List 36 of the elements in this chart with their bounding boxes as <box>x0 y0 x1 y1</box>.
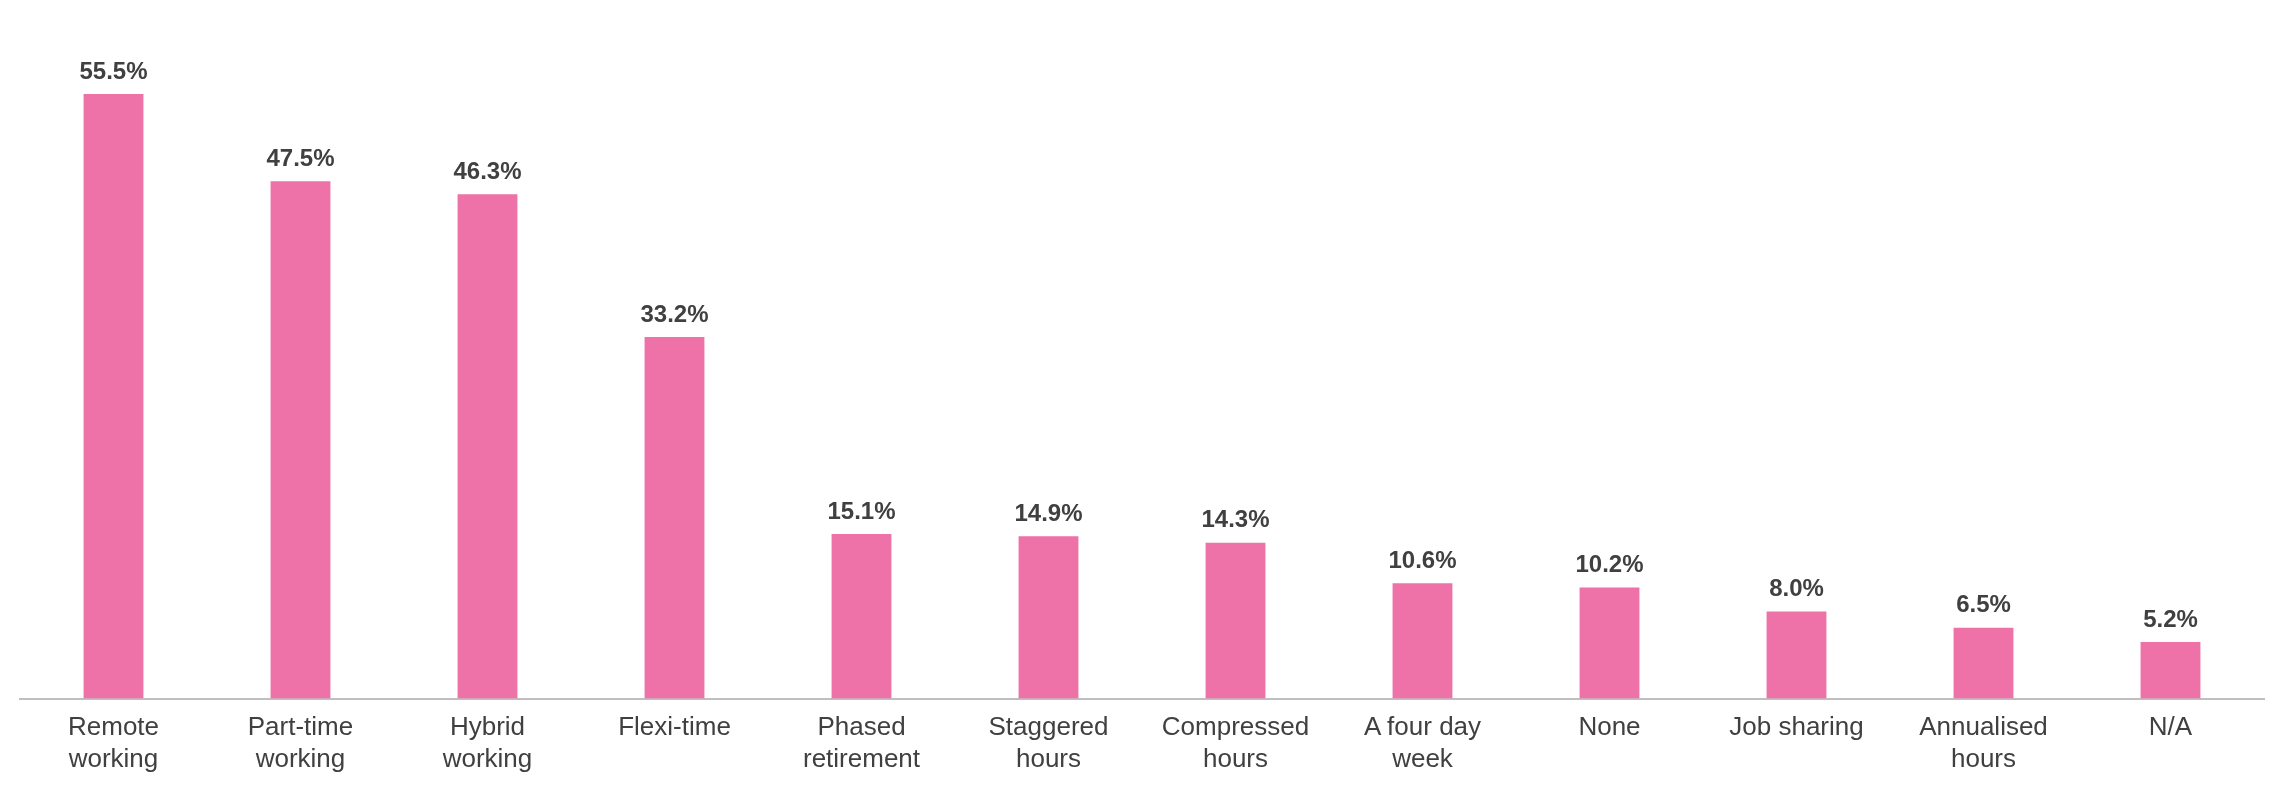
x-tick-label: Part-time working <box>247 711 354 773</box>
data-label: 10.2% <box>1575 550 1644 578</box>
x-tick-label: Annualised hours <box>1919 711 2048 773</box>
data-label: 33.2% <box>640 299 709 327</box>
bar <box>2140 641 2201 699</box>
x-tick-label: A four day week <box>1363 711 1482 773</box>
bar <box>1018 536 1079 699</box>
bar <box>457 194 518 699</box>
bar <box>1766 611 1827 699</box>
bar <box>270 181 331 699</box>
x-tick-label: Hybrid working <box>441 711 533 773</box>
x-tick-label: Remote working <box>67 711 160 773</box>
data-label: 46.3% <box>453 156 522 184</box>
data-label: 15.1% <box>827 496 896 524</box>
x-tick-label: None <box>1578 711 1641 742</box>
data-label: 5.2% <box>2143 604 2198 632</box>
bar <box>831 534 892 699</box>
bar <box>1205 542 1266 699</box>
bar <box>1392 583 1453 699</box>
bar <box>1953 627 2014 699</box>
data-label: 14.3% <box>1201 505 1270 533</box>
data-label: 6.5% <box>1956 590 2011 618</box>
x-tick-label: Flexi-time <box>618 711 731 742</box>
data-label: 14.9% <box>1014 498 1083 526</box>
data-label: 8.0% <box>1769 574 1824 602</box>
x-tick-label: N/A <box>2148 711 2193 742</box>
x-tick-label: Compressed hours <box>1161 711 1310 773</box>
bar <box>644 336 705 699</box>
x-tick-label: Job sharing <box>1729 711 1864 742</box>
bar <box>1579 587 1640 699</box>
bar <box>83 94 144 699</box>
data-label: 10.6% <box>1388 545 1457 573</box>
data-label: 55.5% <box>79 56 148 84</box>
x-tick-label: Phased retirement <box>802 711 921 773</box>
x-tick-label: Staggered hours <box>988 711 1109 773</box>
data-label: 47.5% <box>266 143 335 171</box>
